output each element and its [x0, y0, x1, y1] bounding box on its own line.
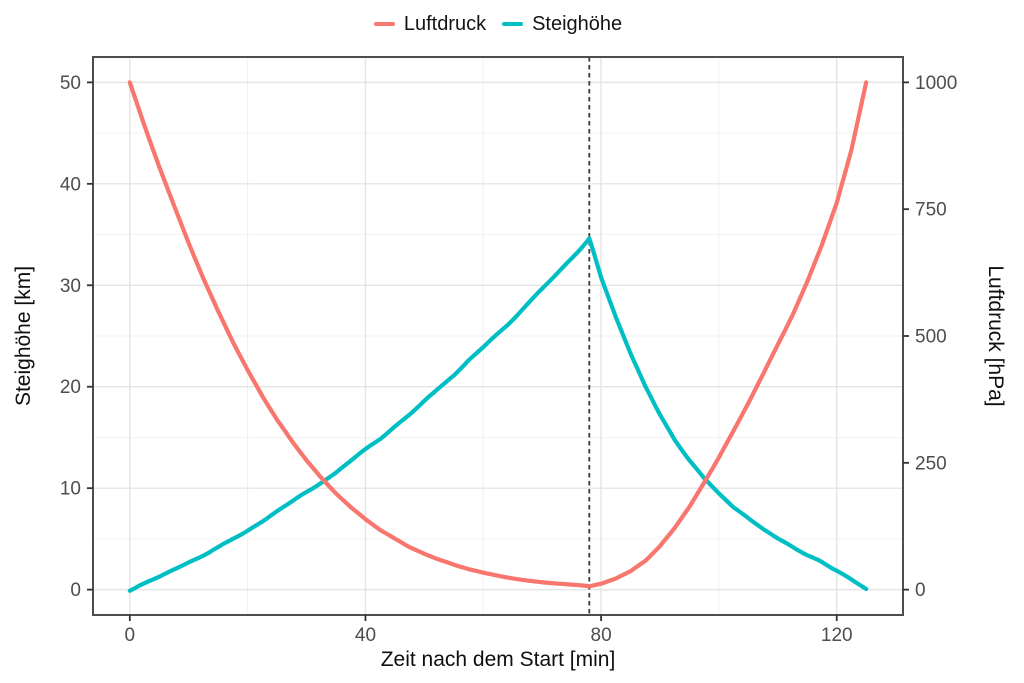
- y-right-tick-label: 250: [915, 453, 947, 474]
- x-axis-title: Zeit nach dem Start [min]: [380, 648, 616, 671]
- pressure-line: [127, 80, 869, 589]
- y-right-tick-label: 750: [915, 200, 947, 221]
- x-tick-label: 120: [821, 625, 853, 646]
- legend-label-luftdruck: Luftdruck: [403, 13, 487, 35]
- y-right-tick-label: 500: [915, 327, 947, 348]
- x-tick-label: 40: [355, 625, 376, 646]
- legend: Luftdruck Steighöhe: [93, 10, 903, 38]
- legend-label-steighoehe: Steighöhe: [532, 13, 623, 35]
- legend-item-steighoehe: Steighöhe: [502, 14, 622, 34]
- steighoehe-line-key-icon: [502, 21, 524, 27]
- x-tick-label: 0: [125, 625, 136, 646]
- legend-item-luftdruck: Luftdruck: [373, 13, 487, 35]
- luftdruck-line-key-icon: [373, 21, 395, 27]
- y-left-tick-label: 10: [60, 479, 81, 500]
- y-left-tick-label: 20: [60, 377, 81, 398]
- y-left-tick-label: 0: [70, 580, 81, 601]
- y-axis-title-left: Steighöhe [km]: [12, 265, 35, 407]
- altitude-line: [127, 236, 869, 593]
- y-left-tick-label: 40: [60, 174, 81, 195]
- y-axis-title-right: Luftdruck [hPa]: [984, 265, 1007, 407]
- y-left-tick-label: 30: [60, 276, 81, 297]
- y-left-tick-label: 50: [60, 73, 81, 94]
- y-right-tick-label: 1000: [915, 73, 957, 94]
- x-tick-label: 80: [591, 625, 612, 646]
- y-right-tick-label: 0: [915, 580, 926, 601]
